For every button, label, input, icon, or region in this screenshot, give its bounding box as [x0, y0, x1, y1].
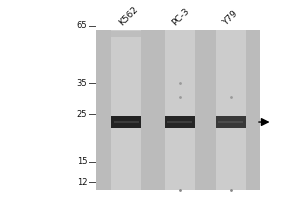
Bar: [167, 121, 192, 123]
Text: K562: K562: [117, 5, 140, 28]
Text: 12: 12: [77, 178, 87, 187]
Text: 15: 15: [77, 157, 87, 166]
Bar: [111, 30, 141, 190]
Bar: [216, 30, 246, 190]
Text: 65: 65: [77, 21, 87, 30]
Bar: [96, 30, 260, 190]
Text: PC-3: PC-3: [170, 7, 191, 28]
Bar: [216, 116, 246, 128]
Text: 25: 25: [77, 110, 87, 119]
Bar: [111, 31, 141, 37]
Text: 35: 35: [77, 79, 87, 88]
Bar: [111, 116, 141, 128]
Bar: [114, 121, 139, 123]
Text: Y79: Y79: [221, 9, 240, 28]
Bar: [165, 116, 195, 128]
Bar: [218, 121, 243, 123]
Bar: [165, 30, 195, 190]
